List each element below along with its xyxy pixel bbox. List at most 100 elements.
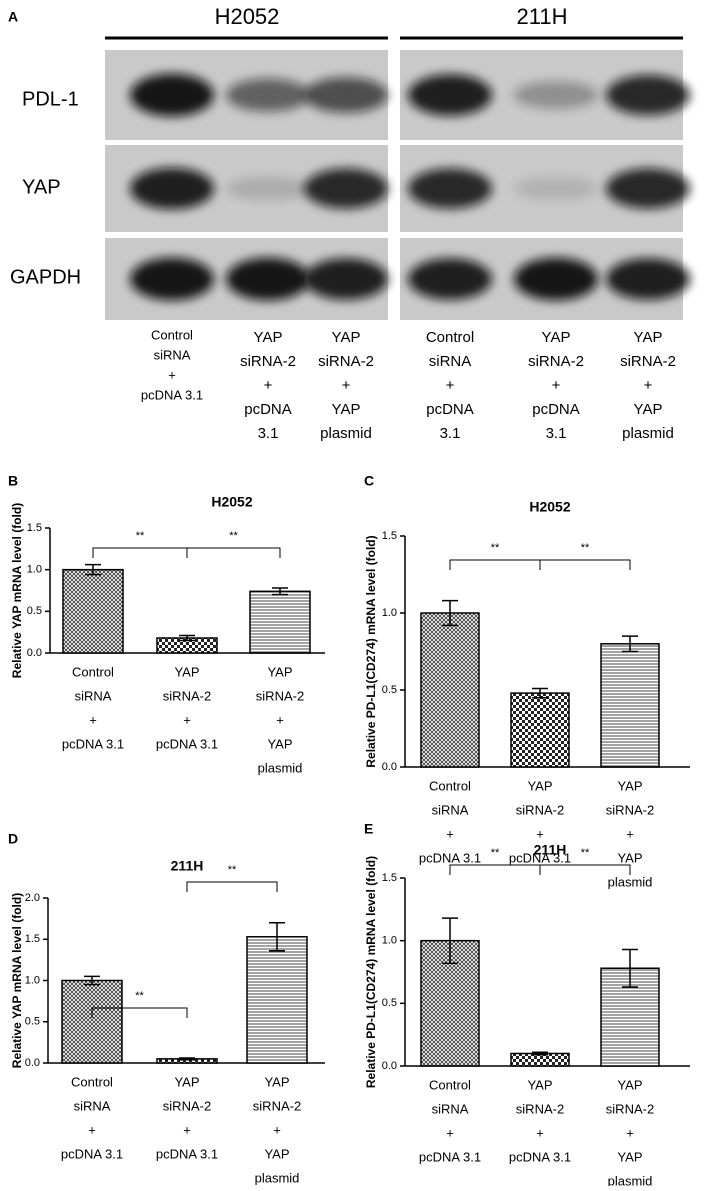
bar: [510, 692, 570, 768]
y-tick-label: 0.0: [27, 647, 42, 659]
blot-band: [606, 168, 690, 209]
lane-label: plasmid: [320, 425, 372, 442]
y-tick-label: 0.0: [25, 1057, 40, 1069]
y-tick-label: 1.0: [382, 935, 397, 947]
x-tick-label: +: [88, 1122, 96, 1137]
significance-label: **: [581, 542, 590, 554]
panel-label: C: [364, 473, 374, 489]
lane-label: pcDNA: [244, 401, 292, 418]
x-tick-label: siRNA-2: [606, 802, 654, 817]
bar: [61, 979, 123, 1064]
significance-label: **: [228, 864, 237, 876]
x-tick-label: plasmid: [258, 760, 303, 775]
error-bar: [622, 635, 638, 653]
lane-label: +: [168, 367, 176, 382]
lane-label: 3.1: [440, 425, 461, 442]
panel-label: B: [8, 473, 18, 489]
y-tick-label: 1.0: [25, 974, 40, 986]
x-tick-label: +: [626, 1125, 634, 1140]
error-bar: [272, 587, 288, 596]
lane-label: siRNA-2: [318, 353, 374, 370]
x-tick-label: siRNA: [432, 1101, 469, 1116]
x-tick-label: siRNA-2: [253, 1098, 301, 1113]
lane-label: siRNA: [154, 347, 191, 362]
lane-label: pcDNA: [426, 401, 474, 418]
significance-bracket: [449, 864, 541, 875]
x-tick-label: +: [89, 712, 97, 727]
x-tick-label: pcDNA 3.1: [509, 1149, 571, 1164]
error-bar: [269, 922, 285, 952]
lane-label: YAP: [634, 329, 663, 346]
chart-title: H2052: [529, 499, 570, 515]
lane-label: siRNA-2: [528, 353, 584, 370]
x-tick-label: YAP: [267, 664, 292, 679]
x-tick-label: plasmid: [255, 1170, 300, 1185]
x-tick-label: siRNA-2: [606, 1101, 654, 1116]
row-label: GAPDH: [10, 266, 81, 288]
x-tick-label: YAP: [174, 664, 199, 679]
blot-band: [304, 168, 388, 209]
significance-bracket: [91, 1007, 188, 1018]
y-tick-label: 1.5: [382, 530, 397, 542]
x-tick-label: +: [536, 1125, 544, 1140]
chart-title: 211H: [534, 842, 567, 858]
lane-label: siRNA-2: [620, 353, 676, 370]
row-label: PDL-1: [22, 88, 79, 110]
blot-band: [408, 168, 492, 209]
x-tick-label: siRNA-2: [163, 1098, 211, 1113]
x-tick-label: Control: [429, 1077, 471, 1092]
x-tick-label: pcDNA 3.1: [61, 1146, 123, 1161]
lane-label: +: [644, 377, 653, 394]
error-bar: [179, 634, 195, 642]
significance-label: **: [229, 530, 238, 542]
x-tick-label: Control: [429, 778, 471, 793]
blot-image: [105, 50, 690, 320]
error-bar: [84, 975, 100, 986]
x-tick-label: YAP: [617, 1077, 642, 1092]
lane-label: pcDNA 3.1: [141, 387, 203, 402]
y-tick-label: 1.0: [27, 564, 42, 576]
blot-band: [130, 257, 214, 301]
x-tick-label: siRNA-2: [516, 802, 564, 817]
x-tick-label: pcDNA 3.1: [156, 1146, 218, 1161]
y-axis-label: Relative YAP mRNA level (fold): [10, 893, 24, 1068]
blot-band: [226, 257, 310, 301]
significance-label: **: [491, 847, 500, 859]
y-tick-label: 1.0: [382, 607, 397, 619]
x-tick-label: YAP: [617, 850, 642, 865]
lane-label: +: [446, 377, 455, 394]
lane-label: +: [264, 377, 273, 394]
bar: [62, 568, 124, 654]
x-tick-label: +: [626, 826, 634, 841]
lane-label: YAP: [634, 401, 663, 418]
lane-label: plasmid: [622, 425, 674, 442]
blot-band: [514, 81, 598, 109]
x-tick-label: YAP: [617, 1149, 642, 1164]
x-tick-label: Control: [71, 1074, 113, 1089]
significance-label: **: [581, 847, 590, 859]
x-tick-label: +: [183, 1122, 191, 1137]
significance-label: **: [135, 990, 144, 1002]
blot-band: [514, 257, 598, 301]
significance-bracket: [92, 547, 188, 558]
y-axis-label: Relative PD-L1(CD274) mRNA level (fold): [364, 535, 378, 767]
x-tick-label: siRNA-2: [256, 688, 304, 703]
bar: [246, 936, 308, 1064]
x-tick-label: pcDNA 3.1: [156, 736, 218, 751]
y-tick-label: 0.5: [27, 605, 42, 617]
bar: [249, 590, 311, 654]
x-tick-label: YAP: [174, 1074, 199, 1089]
x-tick-label: YAP: [264, 1146, 289, 1161]
blot-band: [226, 176, 310, 201]
y-tick-label: 0.5: [25, 1016, 40, 1028]
blot-band: [130, 73, 214, 117]
row-label: YAP: [22, 176, 61, 198]
panel-label: A: [8, 9, 18, 25]
y-tick-label: 0.0: [382, 761, 397, 773]
lane-label: YAP: [332, 329, 361, 346]
y-tick-label: 1.5: [382, 872, 397, 884]
error-bar: [85, 563, 101, 576]
blot-band: [304, 258, 388, 300]
bar: [600, 643, 660, 768]
significance-bracket: [449, 559, 541, 570]
